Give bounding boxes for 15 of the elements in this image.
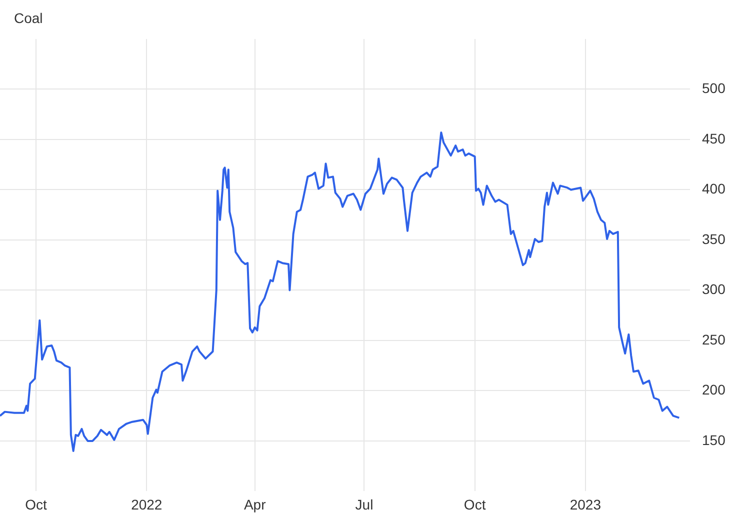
y-tick-label: 200 bbox=[702, 382, 726, 398]
y-tick-label: 150 bbox=[702, 432, 726, 448]
x-tick-label: Apr bbox=[244, 496, 266, 512]
y-tick-label: 350 bbox=[702, 230, 726, 247]
x-tick-label: 2022 bbox=[131, 496, 162, 512]
x-tick-label: Oct bbox=[464, 496, 486, 512]
x-tick-label: Oct bbox=[25, 496, 48, 512]
y-tick-label: 250 bbox=[702, 331, 726, 348]
y-tick-label: 450 bbox=[702, 130, 726, 146]
y-tick-label: 500 bbox=[702, 80, 726, 96]
chart-title: Coal bbox=[14, 10, 43, 26]
x-tick-label: Jul bbox=[355, 496, 374, 512]
y-tick-label: 400 bbox=[702, 180, 726, 197]
x-tick-label: 2023 bbox=[570, 496, 602, 512]
y-tick-label: 300 bbox=[702, 281, 726, 298]
